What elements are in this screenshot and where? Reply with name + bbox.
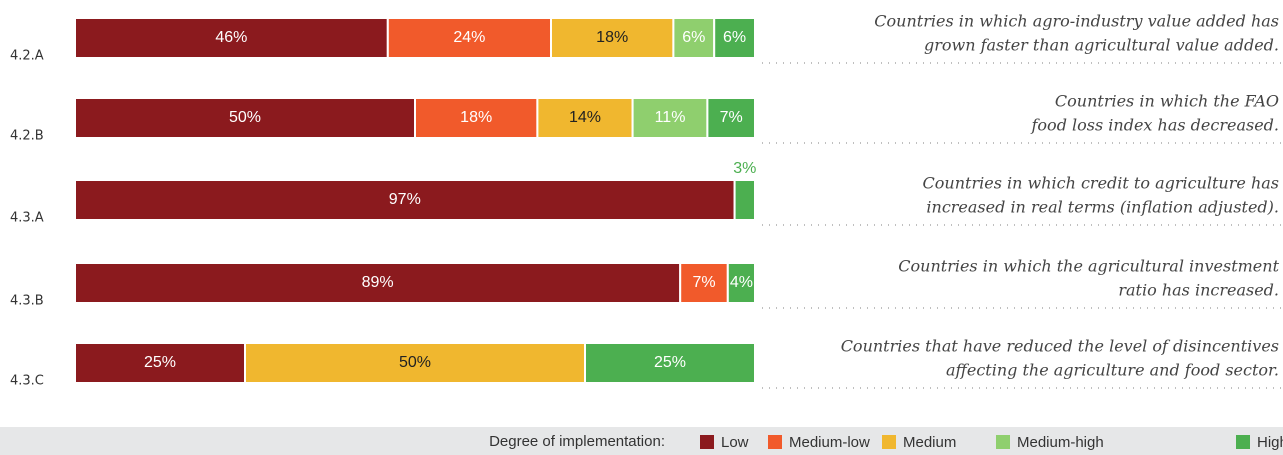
description: ratio has increased.: [1118, 281, 1279, 300]
description: food loss index has decreased.: [1031, 116, 1280, 135]
value-label: 24%: [453, 29, 485, 46]
value-label: 25%: [144, 354, 176, 371]
legend-swatch: [882, 435, 896, 449]
legend-label: Medium-low: [789, 434, 870, 451]
bar-segment: [74, 17, 389, 59]
legend-label: Medium-high: [1017, 434, 1104, 451]
value-label: 18%: [460, 109, 492, 126]
category-label: 4.2.B: [10, 129, 44, 144]
value-label: 7%: [720, 109, 743, 126]
category-label: 4.3.C: [10, 374, 44, 389]
bar-segment: [244, 342, 586, 384]
bar-segment: [672, 17, 716, 59]
legend-label: Low: [721, 434, 749, 451]
bar-segment: [706, 97, 757, 139]
legend-swatch: [700, 435, 714, 449]
legend-swatch: [996, 435, 1010, 449]
description: Countries in which credit to agriculture…: [923, 174, 1279, 193]
description: increased in real terms (inflation adjus…: [926, 198, 1279, 217]
legend-swatch: [1236, 435, 1250, 449]
category-label: 4.3.A: [10, 211, 44, 226]
legend-label: Medium: [903, 434, 956, 451]
value-label: 25%: [654, 354, 686, 371]
description: Countries in which agro-industry value a…: [874, 12, 1279, 31]
value-label: 4%: [730, 274, 753, 291]
bar-segment: [550, 17, 675, 59]
bar-segment: [713, 17, 757, 59]
bar-segment: [74, 262, 682, 304]
value-label: 46%: [215, 29, 247, 46]
bar-segment: [536, 97, 634, 139]
value-label: 14%: [569, 109, 601, 126]
bar-segment: [584, 342, 756, 384]
description: Countries that have reduced the level of…: [841, 337, 1279, 356]
description: Countries in which the agricultural inve…: [898, 257, 1279, 276]
bar-segment: [74, 179, 736, 221]
bar-segment: [414, 97, 539, 139]
legend-title: Degree of implementation:: [489, 433, 665, 450]
value-label: 18%: [596, 29, 628, 46]
value-label: 50%: [229, 109, 261, 126]
value-label: 11%: [655, 109, 686, 126]
value-label: 97%: [389, 191, 421, 208]
description: affecting the agriculture and food secto…: [946, 361, 1279, 380]
value-label: 6%: [723, 29, 746, 46]
description: Countries in which the FAO: [1055, 92, 1279, 111]
value-label: 7%: [692, 274, 715, 291]
category-label: 4.3.B: [10, 294, 44, 309]
legend-swatch: [768, 435, 782, 449]
legend-background: [0, 427, 1283, 455]
bar-segment: [726, 262, 756, 304]
legend-label: High: [1257, 434, 1283, 451]
bar-segment: [733, 179, 756, 221]
value-label: 89%: [362, 274, 394, 291]
value-label: 6%: [682, 29, 705, 46]
bar-segment: [631, 97, 709, 139]
description: grown faster than agricultural value add…: [924, 36, 1279, 55]
bar-segment: [679, 262, 729, 304]
value-label: 3%: [733, 160, 756, 177]
value-label: 50%: [399, 354, 431, 371]
category-label: 4.2.A: [10, 49, 44, 64]
